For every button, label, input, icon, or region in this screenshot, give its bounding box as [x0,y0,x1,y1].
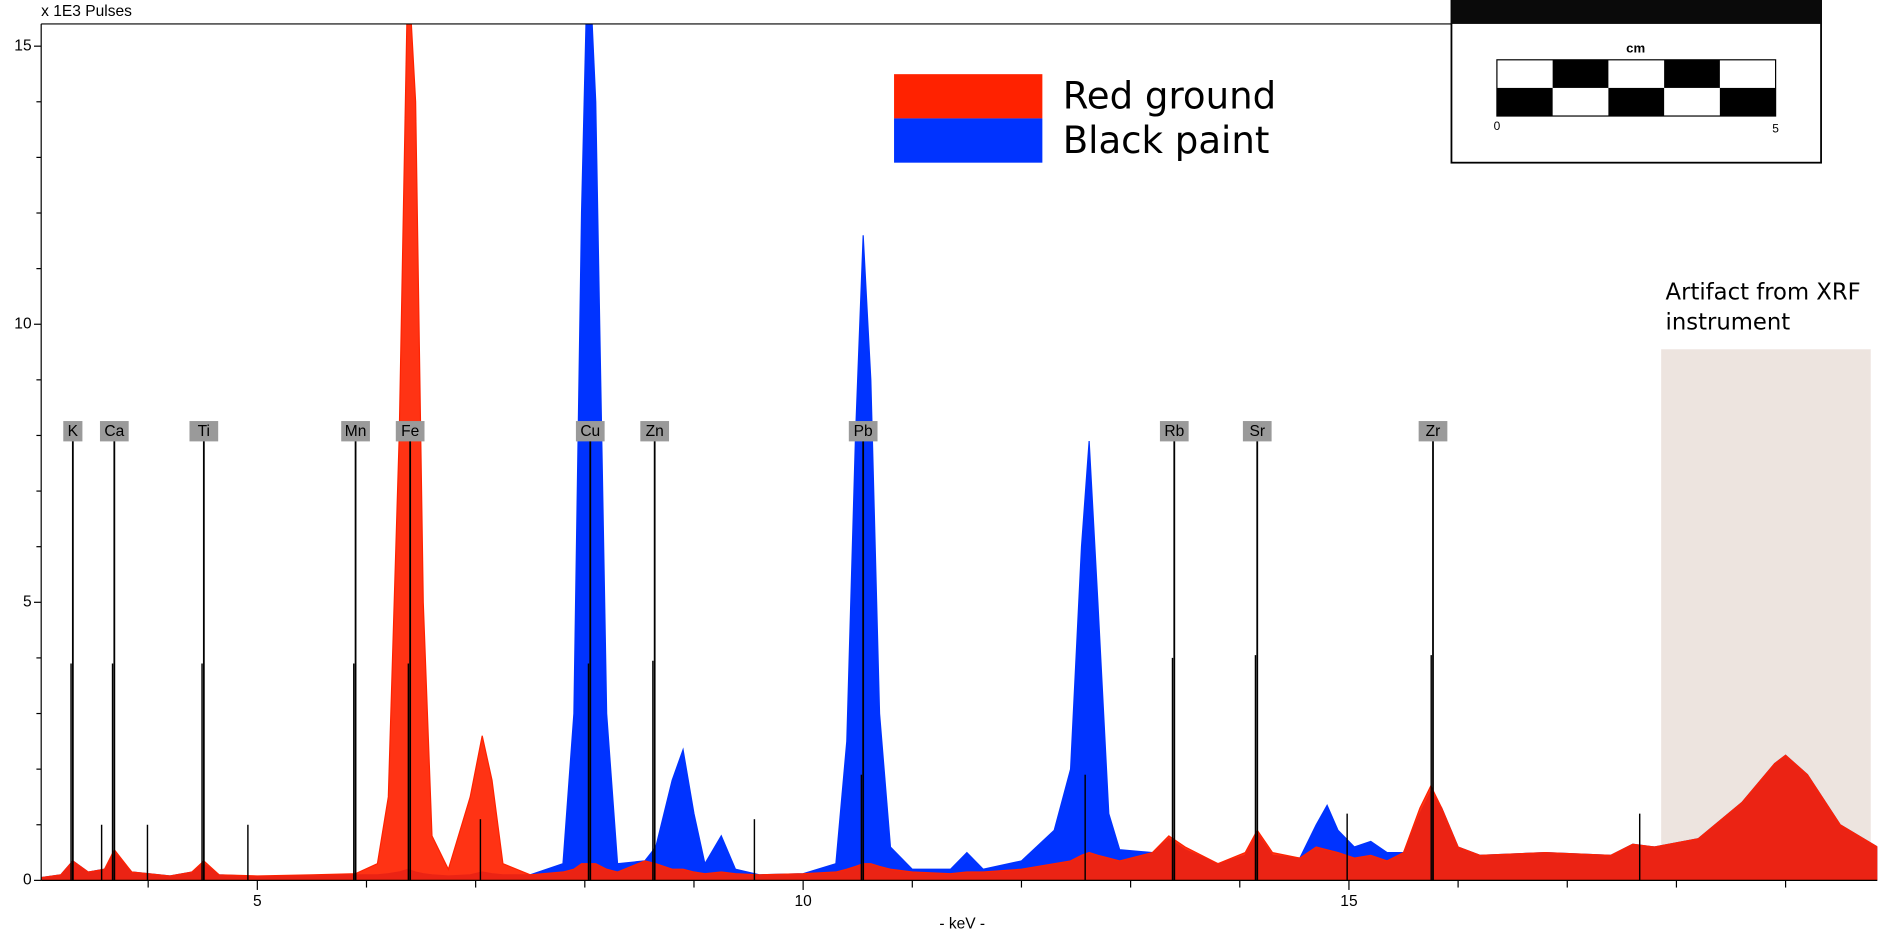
element-label: Cu [580,423,600,440]
element-label: Zr [1426,423,1441,440]
scale-cell [1608,87,1665,117]
element-label-box [99,421,129,442]
legend-swatch [894,118,1043,163]
inset-photo: cm 0 5 [1450,0,1822,164]
inset-band [1451,0,1822,24]
scale-cell [1719,87,1776,117]
element-label-box [341,421,370,442]
y-tick-label: 5 [23,593,32,610]
x-axis-label: - keV - [939,916,985,933]
element-label-box [63,421,83,442]
y-tick-label: 10 [14,315,32,332]
element-label: Sr [1249,423,1265,440]
inset-unit: cm [1626,41,1645,56]
element-label-box [395,421,425,442]
x-tick-label: 15 [1340,893,1357,910]
element-label: Pb [854,423,873,440]
element-label-box [640,421,670,442]
element-label: Mn [345,423,367,440]
element-label-box [575,421,605,442]
element-label: Rb [1164,423,1184,440]
element-label-box [189,421,219,442]
element-label-box [1418,421,1448,442]
annotation: Artifact from XRF [1666,280,1861,306]
y-tick-label: 15 [14,37,31,54]
x-tick-label: 10 [794,893,812,910]
y-axis-label: x 1E3 Pulses [41,3,132,20]
annotation: instrument [1666,309,1791,335]
inset-scale-label: 0 [1494,119,1501,133]
y-tick-label: 0 [23,871,32,888]
scale-cell [1552,59,1609,88]
legend-label: Red ground [1063,75,1276,118]
element-label: K [68,423,79,440]
scale-cell [1496,87,1553,117]
element-label-box [1242,421,1272,442]
legend-label: Black paint [1063,119,1270,162]
overlay-layer: 5 10 15 0 5 10 15 K Ca Ti Mn Fe Cu Zn Pb Rb Sr Zr Red grou… [14,23,1878,910]
scale-cell [1664,59,1720,88]
element-label-box [1159,421,1189,442]
element-label: Ca [104,423,124,440]
legend-swatch [894,74,1043,119]
x-tick-label: 5 [253,893,262,910]
element-label: Fe [401,423,419,440]
element-label: Ti [198,423,210,440]
element-label: Zn [646,423,664,440]
inset-scale-label: 5 [1772,121,1779,135]
element-label-box [848,421,878,442]
